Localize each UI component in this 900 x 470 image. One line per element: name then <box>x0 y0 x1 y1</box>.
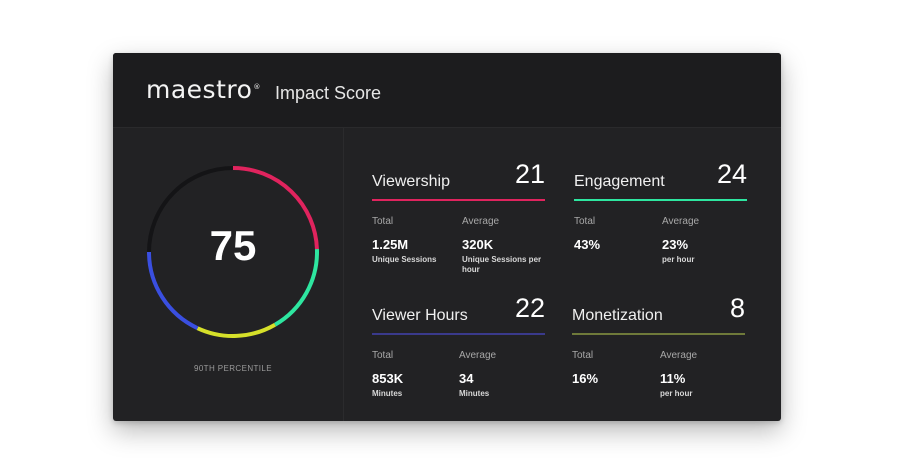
overall-score-panel: 75 90TH PERCENTILE <box>113 128 344 421</box>
score-ring-segment-yellow <box>196 323 276 338</box>
metric-score: 21 <box>514 159 545 189</box>
metric-total: Total 43% <box>574 216 600 255</box>
total-value: 16% <box>572 371 599 386</box>
metric-title: Viewer Hours <box>372 307 468 324</box>
metric-title: Monetization <box>572 307 663 324</box>
metric-average: Average 34 Minutes <box>459 350 544 399</box>
metric-underline <box>574 199 747 201</box>
score-ring-segment-green <box>273 248 319 327</box>
average-label: Average <box>459 350 497 361</box>
metric-title: Engagement <box>574 173 665 190</box>
average-unit: Minutes <box>459 389 490 398</box>
metric-underline <box>572 333 745 335</box>
impact-score-value: 75 <box>209 222 257 269</box>
total-label: Total <box>372 350 394 361</box>
total-value: 1.25M <box>372 237 409 252</box>
metric-average: Average 320K Unique Sessions per hour <box>462 216 547 275</box>
metric-average: Average 23% per hour <box>662 216 747 265</box>
average-unit: per hour <box>662 255 695 264</box>
metric-score: 22 <box>514 293 545 323</box>
metric-underline <box>372 199 545 201</box>
average-label: Average <box>662 216 700 227</box>
card-header: maestro® Impact Score <box>113 53 781 128</box>
metric-engagement: Engagement 24 Total 43% Average 23% per … <box>574 159 747 269</box>
metric-total: Total 1.25M Unique Sessions <box>372 216 436 265</box>
total-label: Total <box>572 350 594 361</box>
maestro-logo: maestro® <box>146 75 261 104</box>
metric-title: Viewership <box>372 173 450 190</box>
average-value: 23% <box>662 237 689 252</box>
total-unit: Minutes <box>372 389 403 398</box>
metric-score: 8 <box>729 293 745 323</box>
metric-average: Average 11% per hour <box>660 350 745 399</box>
impact-score-card: maestro® Impact Score 75 90TH PERCENTILE… <box>113 53 781 421</box>
metric-score: 24 <box>716 159 747 189</box>
page-title: Impact Score <box>275 83 382 103</box>
metric-viewer-hours: Viewer Hours 22 Total 853K Minutes Avera… <box>372 293 545 403</box>
average-value: 34 <box>459 371 474 386</box>
metric-total: Total 853K Minutes <box>372 350 403 399</box>
score-ring <box>147 166 319 338</box>
metric-viewership: Viewership 21 Total 1.25M Unique Session… <box>372 159 545 274</box>
average-unit: Unique Sessions per hour <box>462 255 542 274</box>
average-label: Average <box>462 216 500 227</box>
percentile-label: 90TH PERCENTILE <box>193 364 273 373</box>
total-label: Total <box>372 216 394 227</box>
metric-total: Total 16% <box>572 350 598 389</box>
total-value: 43% <box>574 237 601 252</box>
average-value: 11% <box>660 371 686 386</box>
metric-underline <box>372 333 545 335</box>
score-ring-segment-blue <box>147 251 199 330</box>
score-ring-segment-red <box>232 166 319 250</box>
average-unit: per hour <box>660 389 693 398</box>
average-value: 320K <box>462 237 494 252</box>
metric-monetization: Monetization 8 Total 16% Average 11% per… <box>572 293 745 403</box>
total-value: 853K <box>372 371 404 386</box>
average-label: Average <box>660 350 698 361</box>
total-label: Total <box>574 216 596 227</box>
total-unit: Unique Sessions <box>372 255 437 264</box>
